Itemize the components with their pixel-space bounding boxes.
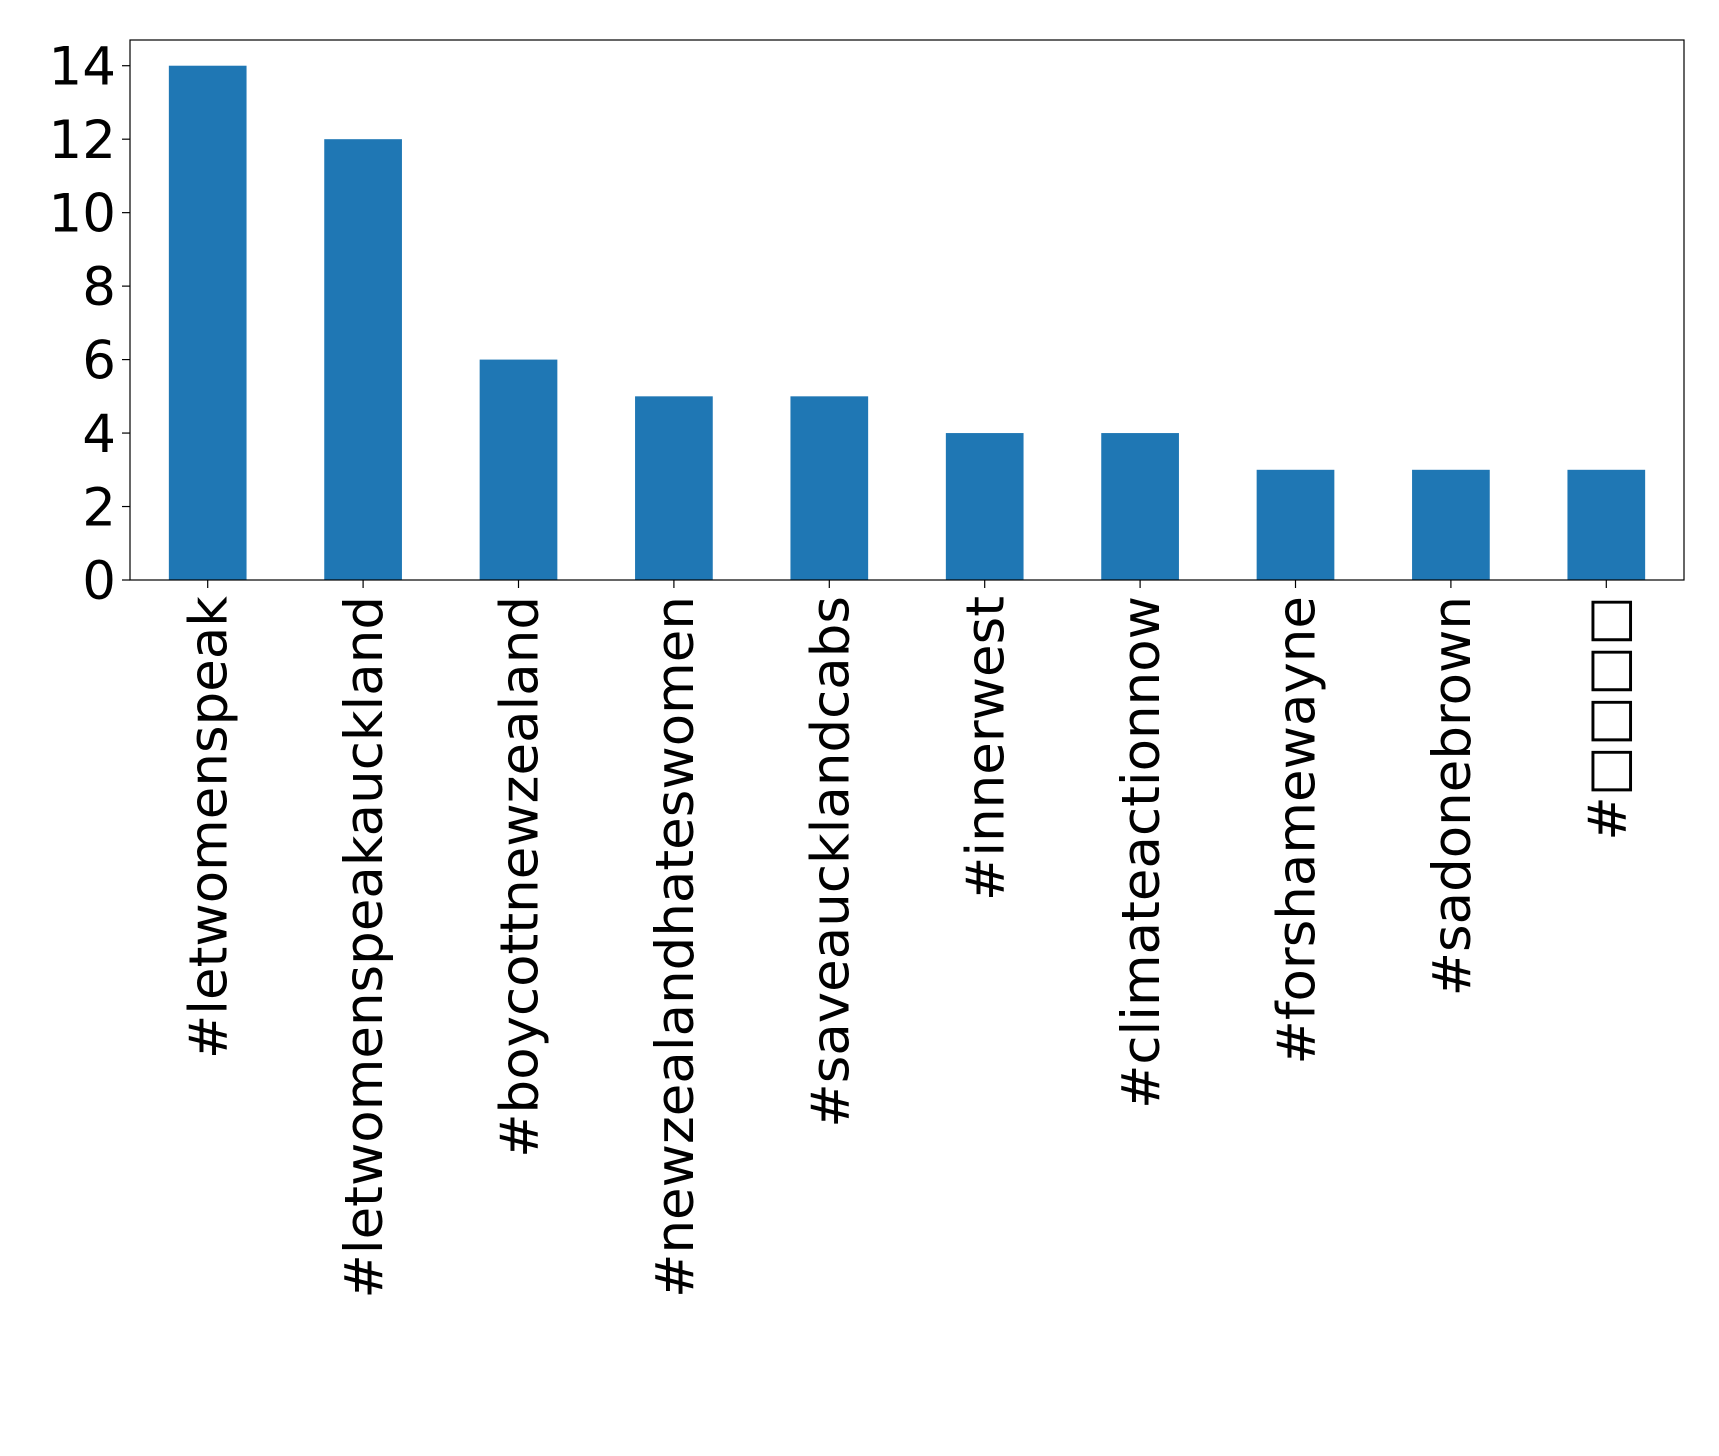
x-tick-label: #letwomenspeak xyxy=(179,596,240,1059)
bar xyxy=(324,139,402,581)
bar xyxy=(168,65,247,580)
x-tick-label: #□□□□ xyxy=(1577,596,1638,841)
x-tick-label: #boycottnewzealand xyxy=(490,596,551,1158)
x-tick-label: #innerwest xyxy=(956,596,1017,901)
bar xyxy=(479,359,558,580)
bar xyxy=(790,396,869,580)
x-tick-label: #forshamewayne xyxy=(1267,596,1328,1065)
bar xyxy=(945,433,1024,580)
x-tick-label: #letwomenspeakauckland xyxy=(334,596,395,1299)
y-tick-label: 14 xyxy=(49,37,116,98)
y-tick-label: 4 xyxy=(82,404,116,465)
y-tick-label: 0 xyxy=(82,551,116,612)
plot-frame xyxy=(129,39,1685,581)
x-tick-label: #saveaucklandcabs xyxy=(800,596,861,1128)
y-tick-label: 6 xyxy=(82,331,116,392)
y-tick-label: 2 xyxy=(82,478,116,539)
x-tick-label: #newzealandhateswomen xyxy=(645,596,706,1298)
x-tick-label: #sadonebrown xyxy=(1422,596,1483,996)
y-tick-label: 10 xyxy=(49,184,116,245)
bar xyxy=(635,396,713,580)
bar xyxy=(1101,433,1179,580)
bar xyxy=(1567,469,1646,580)
bar xyxy=(1256,469,1335,580)
bar xyxy=(1412,469,1490,580)
x-tick-label: #climateactionnow xyxy=(1111,596,1172,1109)
y-tick-label: 8 xyxy=(82,257,116,318)
y-tick-label: 12 xyxy=(49,110,116,171)
